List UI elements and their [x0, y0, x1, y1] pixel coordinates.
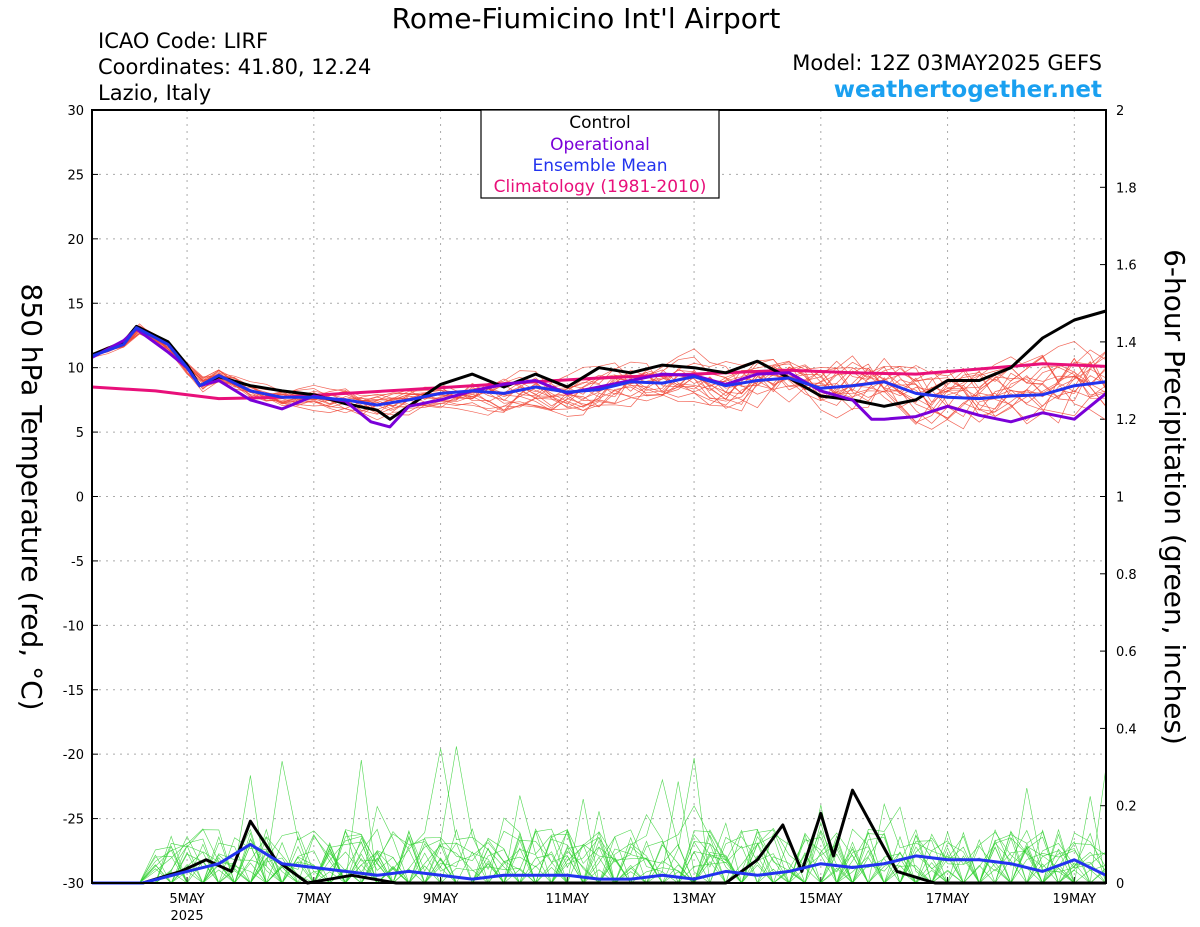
x-tick-label: 5MAY — [169, 892, 204, 907]
y-tick-label: 30 — [67, 104, 84, 119]
y-axis-title: 850 hPa Temperature (red, °C) — [15, 283, 48, 710]
member-temp-line — [91, 330, 1107, 419]
y-tick-label: 25 — [67, 168, 84, 183]
y-tick-label: 0 — [76, 491, 84, 506]
y2-tick-label: 1 — [1116, 491, 1124, 506]
member-precip-line — [92, 828, 1107, 884]
y-tick-label: -15 — [63, 684, 84, 699]
icao-code: ICAO Code: LIRF — [98, 29, 268, 53]
coordinates: Coordinates: 41.80, 12.24 — [98, 55, 371, 79]
member-temp-line — [91, 326, 1107, 411]
member-precip-line — [92, 748, 1106, 885]
chart-title: Rome-Fiumicino Int'l Airport — [392, 2, 781, 35]
y-tick-label: -25 — [63, 813, 84, 828]
x-axis-ticks: 5MAY 7MAY 9MAY 11MAY 13MAY 15MAY 17MAY 19MAY 202… — [169, 877, 1096, 924]
y2-tick-label: 0.4 — [1116, 722, 1137, 737]
legend-item-climatology: Climatology (1981-2010) — [494, 177, 707, 197]
legend: Control Operational Ensemble Mean Climat… — [480, 109, 720, 199]
legend-item-control: Control — [569, 113, 630, 133]
y2-tick-label: 0.6 — [1116, 645, 1137, 660]
climatology-1981-2010-temp-line — [91, 362, 1107, 401]
legend-item-ensemble-mean: Ensemble Mean — [532, 156, 667, 176]
site-link[interactable]: weathertogether.net — [834, 77, 1102, 103]
member-precip-line — [92, 796, 1107, 884]
x-tick-label: 7MAY — [296, 892, 331, 907]
y2-tick-label: 0.8 — [1116, 568, 1137, 583]
member-temp-line — [91, 329, 1107, 417]
y-tick-label: -30 — [63, 877, 84, 892]
y2-axis-ticks: 2 1.8 1.6 1.4 1.2 1 0.8 0.6 0.4 0.2 0 — [1100, 104, 1137, 892]
y-tick-label: 20 — [67, 233, 84, 248]
y2-tick-label: 0.2 — [1116, 800, 1137, 815]
member-precip-line — [92, 805, 1106, 884]
ensemble-mean-precip-line — [92, 842, 1107, 885]
y2-axis-title: 6-hour Precipitation (green, inches) — [1158, 249, 1191, 745]
y-tick-label: 5 — [76, 426, 84, 441]
year-label: 2025 — [171, 909, 204, 924]
legend-box — [480, 109, 720, 199]
ensemble-mean-temp-line — [91, 326, 1107, 407]
y2-tick-label: 1.2 — [1116, 413, 1137, 428]
y-tick-label: -5 — [71, 555, 84, 570]
x-tick-label: 19MAY — [1053, 892, 1097, 907]
x-tick-label: 9MAY — [423, 892, 458, 907]
y2-tick-label: 0 — [1116, 877, 1124, 892]
y-tick-label: -10 — [63, 619, 84, 634]
y-tick-label: 10 — [67, 362, 84, 377]
x-tick-label: 11MAY — [546, 892, 590, 907]
gridlines — [92, 110, 1106, 883]
x-tick-label: 17MAY — [926, 892, 970, 907]
legend-item-operational: Operational — [550, 135, 650, 155]
region: Lazio, Italy — [98, 81, 211, 105]
y2-tick-label: 1.6 — [1116, 259, 1137, 274]
model-run: Model: 12Z 03MAY2025 GEFS — [792, 51, 1102, 75]
y-tick-label: 15 — [67, 297, 84, 312]
series-lines — [91, 309, 1107, 885]
y2-tick-label: 1.4 — [1116, 336, 1137, 351]
y2-tick-label: 2 — [1116, 104, 1124, 119]
x-tick-label: 13MAY — [672, 892, 716, 907]
y-tick-label: -20 — [63, 748, 84, 763]
y2-tick-label: 1.8 — [1116, 181, 1137, 196]
x-tick-label: 15MAY — [799, 892, 843, 907]
